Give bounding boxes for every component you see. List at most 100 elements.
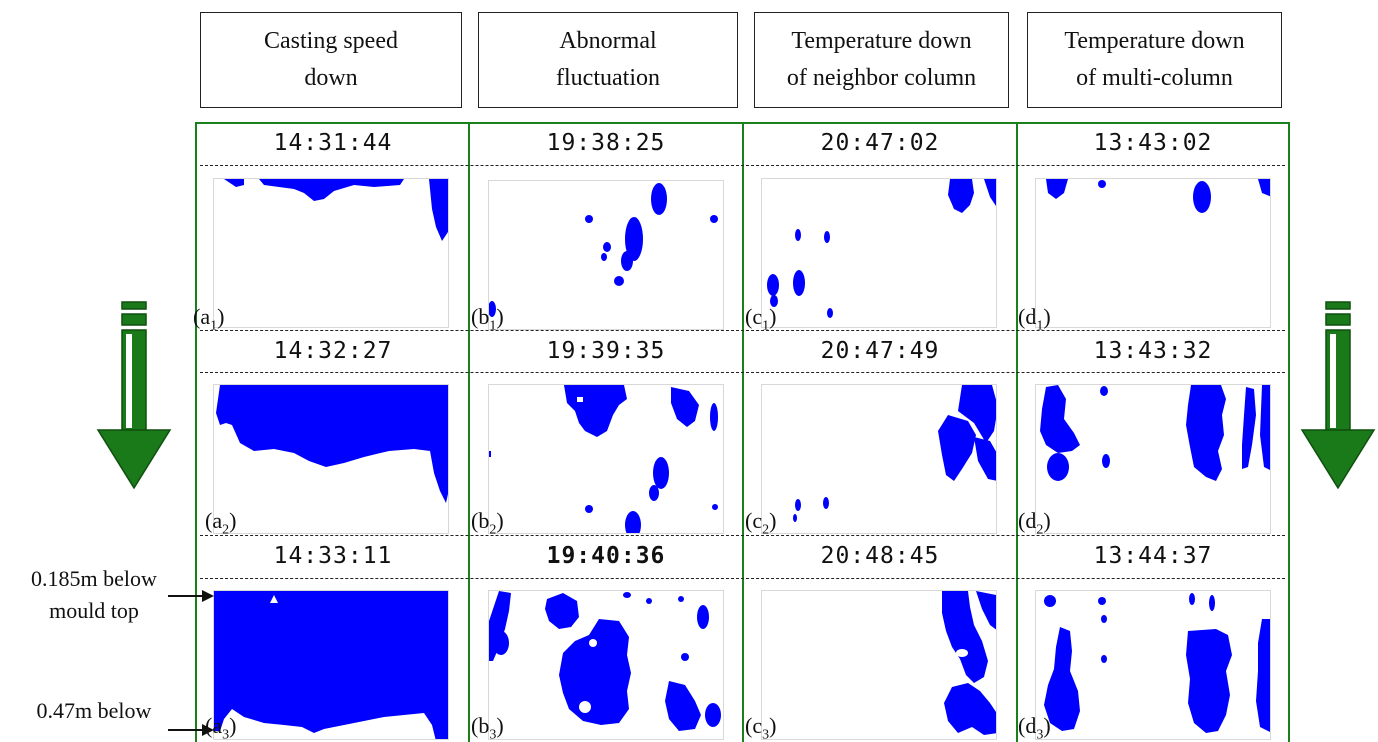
- low-temperature-region: [942, 591, 996, 735]
- panel-label-a2: (a2): [205, 508, 237, 538]
- low-temperature-region: [793, 385, 996, 522]
- panel-label-c3: (c3): [745, 713, 777, 742]
- header-neighbor-column: Temperature down of neighbor column: [754, 12, 1009, 108]
- thermal-map-a3: [213, 590, 449, 740]
- label-sub: 2: [489, 522, 497, 538]
- dashed-line: [200, 330, 1285, 331]
- label-sub: 3: [489, 727, 497, 742]
- thermal-map-c3: [761, 590, 997, 740]
- timestamp-d3: 13:44:37: [1093, 543, 1213, 569]
- thermal-map-d2: [1035, 384, 1271, 534]
- low-temperature-region: [1040, 385, 1270, 481]
- label-letter: d: [1025, 713, 1037, 738]
- panel-label-d1: (d1): [1018, 304, 1051, 334]
- thermal-map-a1: [213, 178, 449, 328]
- annotation-bottom-line1: 0.47m below: [36, 698, 152, 723]
- annotation-top-line2: mould top: [49, 598, 139, 623]
- panel-label-d3: (d3): [1018, 713, 1051, 742]
- low-temperature-region: [1044, 593, 1270, 733]
- header-line2: of neighbor column: [786, 65, 977, 91]
- timestamp-b1: 19:38:25: [546, 130, 666, 156]
- annotation-bottom-depth: 0.47m below: [4, 698, 184, 724]
- thermal-map-c2: [761, 384, 997, 534]
- label-sub: 1: [1036, 318, 1044, 334]
- thermal-map-b2: [488, 384, 724, 534]
- label-sub: 2: [222, 522, 230, 538]
- arrow-right-icon: [168, 724, 214, 736]
- label-letter: d: [1025, 508, 1037, 533]
- label-sub: 1: [489, 318, 497, 334]
- panel-label-b1: (b1): [471, 304, 504, 334]
- label-sub: 1: [210, 318, 218, 334]
- label-sub: 2: [762, 522, 770, 538]
- header-line1: Temperature down: [791, 28, 972, 54]
- down-arrow-icon: [96, 301, 172, 490]
- low-temperature-region: [767, 179, 996, 318]
- timestamp-a3: 14:33:11: [273, 543, 393, 569]
- dashed-line: [200, 535, 1285, 536]
- header-casting-speed: Casting speed down: [200, 12, 462, 108]
- low-temperature-region: [224, 179, 448, 241]
- panel-label-a3: (a3): [205, 713, 237, 742]
- thermal-map-d1: [1035, 178, 1271, 328]
- label-letter: d: [1025, 304, 1037, 329]
- timestamp-b2: 19:39:35: [546, 338, 666, 364]
- header-abnormal-fluctuation: Abnormal fluctuation: [478, 12, 738, 108]
- low-temperature-region: [214, 591, 448, 739]
- label-letter: c: [752, 508, 763, 533]
- panel-label-a1: (a1): [193, 304, 225, 334]
- dashed-line: [200, 165, 1285, 166]
- thermal-map-d3: [1035, 590, 1271, 740]
- panel-label-c1: (c1): [745, 304, 777, 334]
- dashed-line: [200, 372, 1285, 373]
- label-letter: b: [478, 713, 490, 738]
- timestamp-a1: 14:31:44: [273, 130, 393, 156]
- header-line1: Temperature down: [1064, 28, 1245, 54]
- low-temperature-region: [489, 591, 721, 731]
- timestamp-d2: 13:43:32: [1093, 338, 1213, 364]
- timestamp-c3: 20:48:45: [820, 543, 940, 569]
- label-letter: a: [200, 304, 211, 329]
- arrow-right-icon: [168, 590, 214, 602]
- header-line1: Casting speed: [264, 28, 398, 54]
- annotation-top-line1: 0.185m below: [31, 566, 157, 591]
- annotation-top-depth: 0.185m below mould top: [4, 566, 184, 624]
- low-temperature-region: [1046, 179, 1270, 213]
- low-temperature-region: [489, 385, 718, 533]
- header-line1: Abnormal: [559, 28, 657, 54]
- panel-label-b3: (b3): [471, 713, 504, 742]
- label-sub: 2: [1036, 522, 1044, 538]
- panel-label-c2: (c2): [745, 508, 777, 538]
- panel-label-d2: (d2): [1018, 508, 1051, 538]
- header-line2: down: [304, 65, 358, 91]
- header-multi-column: Temperature down of multi-column: [1027, 12, 1282, 108]
- label-letter: a: [212, 508, 223, 533]
- header-line2: of multi-column: [1076, 65, 1233, 91]
- low-temperature-region: [489, 183, 718, 317]
- label-letter: b: [478, 508, 490, 533]
- label-letter: c: [752, 304, 763, 329]
- header-line2: fluctuation: [556, 65, 660, 91]
- label-sub: 1: [762, 318, 770, 334]
- label-letter: c: [752, 713, 763, 738]
- label-sub: 3: [762, 727, 770, 742]
- label-sub: 3: [222, 727, 230, 742]
- timestamp-b3: 19:40:36: [546, 543, 666, 569]
- dashed-line: [200, 578, 1285, 579]
- label-letter: a: [212, 713, 223, 738]
- thermal-map-b1: [488, 180, 724, 330]
- column-frame-d: [1016, 122, 1290, 742]
- timestamp-c1: 20:47:02: [820, 130, 940, 156]
- timestamp-a2: 14:32:27: [273, 338, 393, 364]
- timestamp-c2: 20:47:49: [820, 338, 940, 364]
- label-sub: 3: [1036, 727, 1044, 742]
- panel-label-b2: (b2): [471, 508, 504, 538]
- thermal-map-a2: [213, 384, 449, 534]
- thermal-map-b3: [488, 590, 724, 740]
- thermal-map-c1: [761, 178, 997, 328]
- down-arrow-icon: [1300, 301, 1376, 490]
- timestamp-d1: 13:43:02: [1093, 130, 1213, 156]
- low-temperature-region: [216, 385, 448, 503]
- label-letter: b: [478, 304, 490, 329]
